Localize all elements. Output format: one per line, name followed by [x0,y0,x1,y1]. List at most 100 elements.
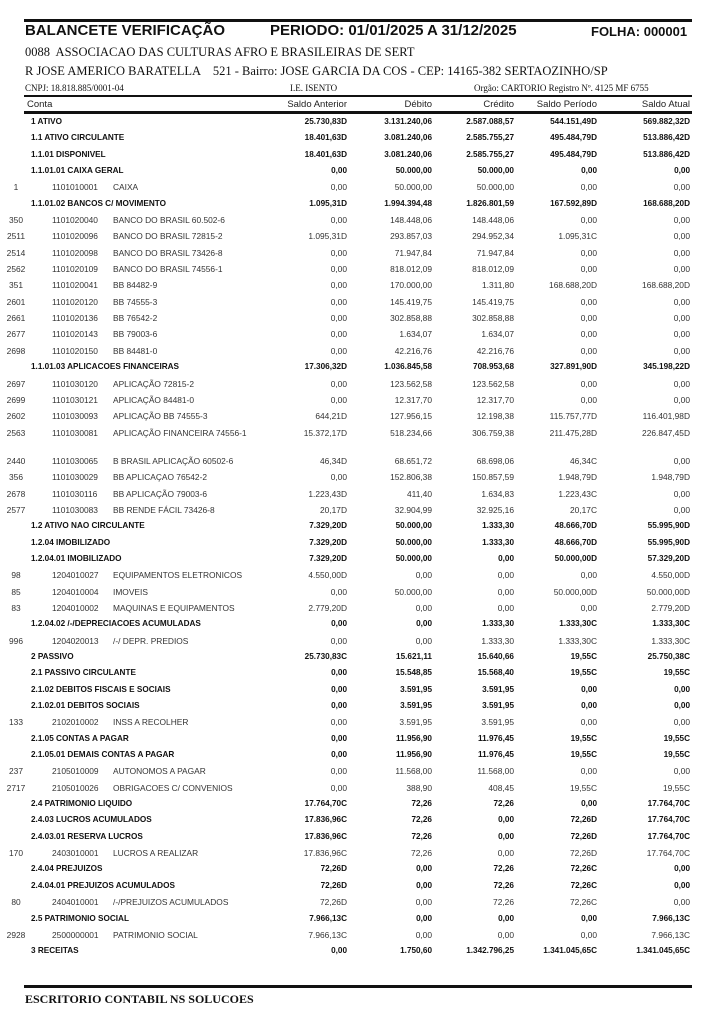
credito-value: 0,00 [497,602,514,613]
credito-value: 12.317,70 [476,394,514,405]
group-row: 2.4.03 LUCROS ACUMULADOS 17.836,96C 72,26 0… [0,812,725,828]
credito-value: 72,26 [493,799,515,809]
account-number: 351 [9,280,23,291]
debito-value: 50.000,00 [394,182,432,193]
saldo-atual-value: 55.995,90D [647,521,690,531]
saldo-periodo-value: 0,00 [580,313,597,324]
saldo-atual-value: 17.764,70C [647,815,690,825]
saldo-periodo-value: 20,17C [569,504,597,515]
saldo-anterior-value: 17.306,32D [304,362,347,372]
saldo-periodo-value: 0,00 [581,684,597,694]
account-code: 1101020143 [52,329,98,340]
saldo-anterior-value: 0,00 [330,182,347,193]
debito-value: 3.591,95 [399,717,432,728]
debito-value: 3.591,95 [400,684,432,694]
group-label: 2.5 PATRIMONIO SOCIAL [31,913,129,923]
saldo-anterior-value: 72,26D [320,864,347,874]
saldo-atual-value: 1.948,79D [651,472,690,483]
group-row: 1 ATIVO 25.730,83D 3.131.240,06 2.587.088,5… [0,114,725,130]
account-number: 356 [9,472,23,483]
debito-value: 72,26 [411,799,433,809]
saldo-atual-value: 0,00 [673,766,690,777]
group-row: 2.1.02 DEBITOS FISCAIS E SOCIAIS 0,00 3.59… [0,682,725,698]
saldo-periodo-value: 0,00 [580,264,597,275]
group-row: 2.5 PATRIMONIO SOCIAL 7.966,13C 0,00 0,00 0,… [0,911,725,927]
account-code: 1101030065 [52,455,98,466]
debito-value: 15.548,85 [395,668,432,678]
account-name: BANCO DO BRASIL 74556-1 [113,264,223,275]
account-row: 2717 2105010026 OBRIGACOES C/ CONVENIOS 0,0… [0,780,725,796]
account-number: 2511 [6,231,25,242]
saldo-periodo-value: 0,00 [581,701,597,711]
account-number: 2514 [6,247,26,258]
balance-table: 1 ATIVO 25.730,83D 3.131.240,06 2.587.088,5… [0,114,725,960]
group-label: 1.1 ATIVO CIRCULANTE [31,133,125,143]
accounting-office: ESCRITORIO CONTABIL NS SOLUCOES [25,992,254,1006]
saldo-anterior-value: 1.095,31D [308,231,347,242]
group-label: 2.4.03 LUCROS ACUMULADOS [31,815,152,825]
credito-value: 32.925,16 [476,504,514,515]
saldo-periodo-value: 0,00 [580,394,597,405]
account-name: LUCROS A REALIZAR [113,848,199,859]
account-code: 2404010001 [52,897,99,908]
account-code: 1101030121 [52,394,98,405]
saldo-atual-value: 19,55C [663,733,690,743]
credito-value: 818.012,09 [472,264,514,275]
saldo-anterior-value: 0,00 [330,394,347,405]
account-name: BB 84482-9 [113,280,158,291]
group-row: 2.1 PASSIVO CIRCULANTE 0,00 15.548,85 15.56… [0,665,725,681]
debito-value: 1.634,07 [399,329,432,340]
credito-value: 0,00 [498,913,514,923]
credito-value: 145.419,75 [472,296,514,307]
col-saldo-anterior: Saldo Anterior [287,99,347,110]
saldo-atual-value: 0,00 [673,329,690,340]
saldo-atual-value: 19,55C [662,782,690,793]
saldo-anterior-value: 0,00 [330,635,347,646]
saldo-anterior-value: 0,00 [330,345,347,356]
saldo-anterior-value: 17.836,96C [304,815,347,825]
account-number: 83 [11,602,21,613]
entity-address: R JOSE AMERICO BARATELLA 521 - Bairro: J… [25,64,608,78]
saldo-periodo-value: 0,00 [580,345,597,356]
account-row: 2928 2500000001 PATRIMONIO SOCIAL 7.966,13C… [0,927,725,943]
group-label: 1.1.01.02 BANCOS C/ MOVIMENTO [31,198,166,208]
saldo-atual-value: 0,00 [673,717,690,728]
account-row: 2511 1101020096 BANCO DO BRASIL 72815-2 1.0… [0,228,725,244]
column-header-rule [24,111,692,114]
account-number: 237 [9,766,23,777]
saldo-atual-value: 168.688,20D [642,280,690,291]
saldo-atual-value: 513.886,42D [643,133,690,143]
group-label: 1.2.04 IMOBILIZADO [31,537,111,547]
account-row: 85 1204010004 IMOVEIS 0,00 50.000,00 0,00 50.0… [0,584,725,600]
saldo-atual-value: 19,55C [663,668,690,678]
account-code: 1101020120 [52,296,98,307]
credito-value: 1.826.801,59 [466,198,514,208]
group-label: 2.4.03.01 RESERVA LUCROS [31,831,143,841]
saldo-periodo-value: 72,26D [569,848,597,859]
debito-value: 50.000,00 [394,586,432,597]
saldo-anterior-value: 1.223,43D [308,488,347,499]
account-code: 1101030081 [52,427,98,438]
saldo-atual-value: 1.333,30C [652,619,690,629]
credito-value: 1.333,30 [481,635,514,646]
saldo-atual-value: 0,00 [673,345,690,356]
account-row: 2562 1101020109 BANCO DO BRASIL 74556-1 0,0… [0,261,725,277]
account-code: 1101030093 [52,411,98,422]
debito-value: 1.994.394,48 [384,198,432,208]
credito-value: 123.562,58 [472,378,514,389]
credito-value: 148.448,06 [472,215,514,226]
group-label: 2.1 PASSIVO CIRCULANTE [31,668,136,678]
debito-value: 152.806,38 [390,472,432,483]
account-number: 2602 [6,411,26,422]
saldo-atual-value: 2.779,20D [651,602,690,613]
account-number: 2698 [6,345,26,356]
group-row: 1.1.01 DISPONIVEL 18.401,63D 3.081.240,06 2… [0,147,725,163]
saldo-anterior-value: 0,00 [331,733,347,743]
account-code: 2500000001 [52,929,99,940]
account-name: OBRIGACOES C/ CONVENIOS [113,782,233,793]
group-label: 1.2.04.01 IMOBILIZADO [31,553,122,563]
credito-value: 2.587.088,57 [466,117,514,126]
debito-value: 1.750,60 [400,946,432,956]
account-code: 1204020013 [52,635,99,646]
credito-value: 3.591,95 [481,717,514,728]
